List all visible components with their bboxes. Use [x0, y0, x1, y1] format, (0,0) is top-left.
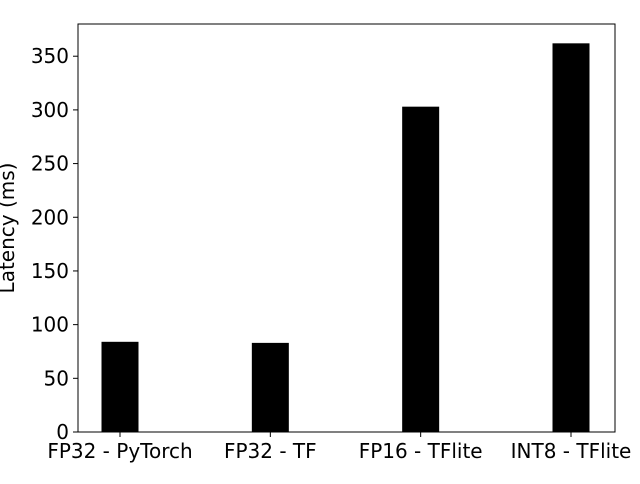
x-tick-label: FP16 - TFlite: [359, 439, 483, 463]
y-axis: 0 50 100 150 200 250 300 350: [31, 44, 78, 444]
x-tick-label: FP32 - PyTorch: [47, 439, 192, 463]
x-tick-label: FP32 - TF: [224, 439, 317, 463]
bar-fp32-pytorch: [101, 341, 139, 432]
y-tick-label: 250: [31, 152, 69, 176]
y-tick-label: 200: [31, 205, 69, 229]
y-tick-label: 300: [31, 98, 69, 122]
bar-int8-tflite: [552, 43, 590, 432]
bar-fp32-tf: [251, 342, 289, 432]
y-axis-label: Latency (ms): [0, 163, 19, 294]
y-tick-label: 0: [56, 420, 69, 444]
plot-frame: [77, 23, 616, 433]
y-tick-label: 150: [31, 259, 69, 283]
x-axis: FP32 - PyTorch FP32 - TF FP16 - TFlite INT8…: [47, 432, 631, 463]
y-tick-label: 50: [44, 366, 69, 390]
bar-fp16-tflite: [402, 106, 440, 433]
x-tick-label: INT8 - TFlite: [511, 439, 632, 463]
y-tick-label: 100: [31, 313, 69, 337]
bars-layer: [101, 43, 590, 433]
y-tick-label: 350: [31, 44, 69, 68]
